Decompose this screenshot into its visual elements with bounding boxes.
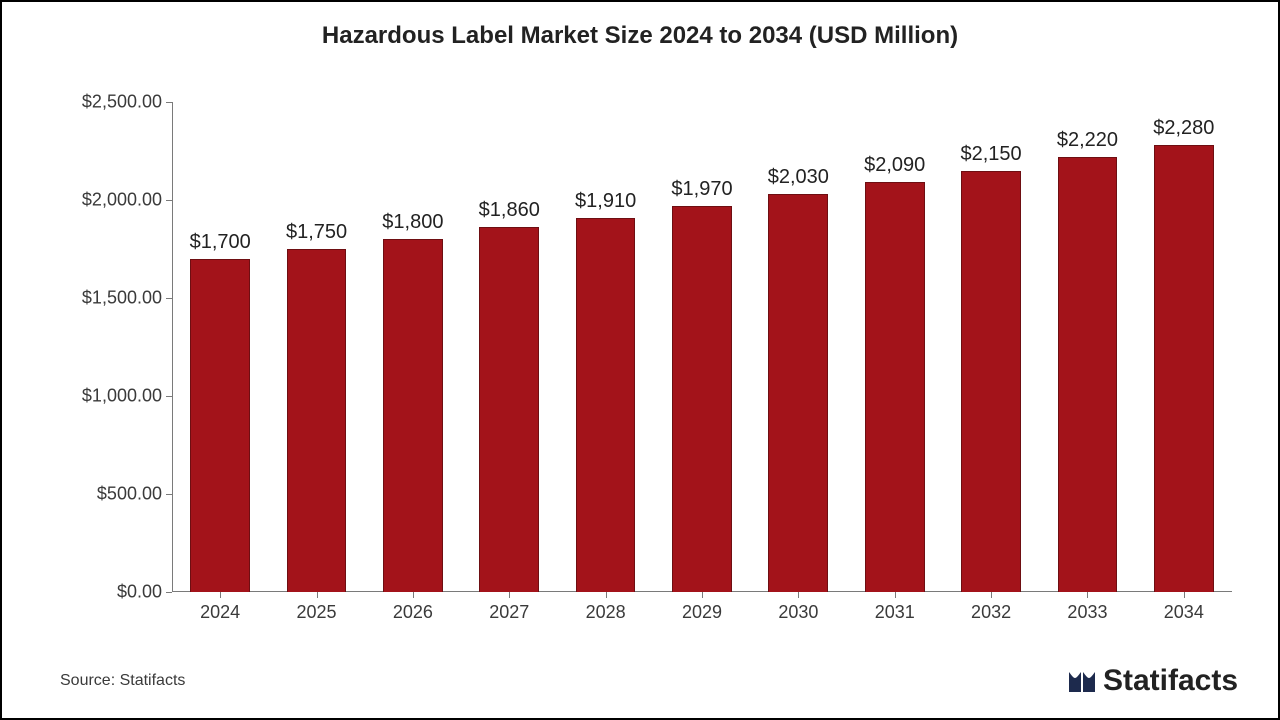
bar: $1,750	[287, 249, 347, 592]
x-tick-label: 2030	[778, 592, 818, 623]
bar: $1,860	[479, 227, 539, 592]
x-tick-label: 2032	[971, 592, 1011, 623]
bar-value-label: $1,970	[671, 178, 732, 207]
bar-value-label: $1,700	[190, 231, 251, 260]
statifacts-icon	[1067, 666, 1097, 696]
x-tick-label: 2031	[875, 592, 915, 623]
bar-value-label: $2,030	[768, 166, 829, 195]
bar-value-label: $1,750	[286, 221, 347, 250]
x-tick-label: 2027	[489, 592, 529, 623]
brand-logo: Statifacts	[1067, 664, 1238, 698]
x-tick-label: 2026	[393, 592, 433, 623]
bar: $2,220	[1058, 157, 1118, 592]
bar: $1,970	[672, 206, 732, 592]
bar-value-label: $1,910	[575, 190, 636, 219]
bar-value-label: $2,090	[864, 154, 925, 183]
bar: $1,910	[576, 218, 636, 592]
bar: $2,150	[961, 171, 1021, 592]
x-tick-label: 2024	[200, 592, 240, 623]
x-tick-label: 2033	[1067, 592, 1107, 623]
bar: $2,090	[865, 182, 925, 592]
chart-frame: Hazardous Label Market Size 2024 to 2034…	[0, 0, 1280, 720]
bar: $2,280	[1154, 145, 1214, 592]
chart-title: Hazardous Label Market Size 2024 to 2034…	[2, 22, 1278, 50]
y-tick-label: $500.00	[97, 484, 172, 505]
x-tick-label: 2028	[586, 592, 626, 623]
y-tick-label: $2,500.00	[82, 92, 172, 113]
y-tick-label: $1,500.00	[82, 288, 172, 309]
bar: $2,030	[768, 194, 828, 592]
source-attribution: Source: Statifacts	[60, 672, 185, 690]
brand-text: Statifacts	[1103, 664, 1238, 698]
y-axis-line	[172, 102, 173, 592]
x-tick-label: 2025	[297, 592, 337, 623]
bar-value-label: $1,860	[479, 199, 540, 228]
y-tick-label: $2,000.00	[82, 190, 172, 211]
bar-value-label: $2,280	[1153, 117, 1214, 146]
y-tick-label: $0.00	[117, 582, 172, 603]
bar-value-label: $2,150	[960, 143, 1021, 172]
bar: $1,700	[190, 259, 250, 592]
y-tick-label: $1,000.00	[82, 386, 172, 407]
bar-value-label: $2,220	[1057, 129, 1118, 158]
plot-area: $0.00$500.00$1,000.00$1,500.00$2,000.00$…	[172, 102, 1232, 592]
bar: $1,800	[383, 239, 443, 592]
x-tick-label: 2029	[682, 592, 722, 623]
x-tick-label: 2034	[1164, 592, 1204, 623]
bar-value-label: $1,800	[382, 211, 443, 240]
